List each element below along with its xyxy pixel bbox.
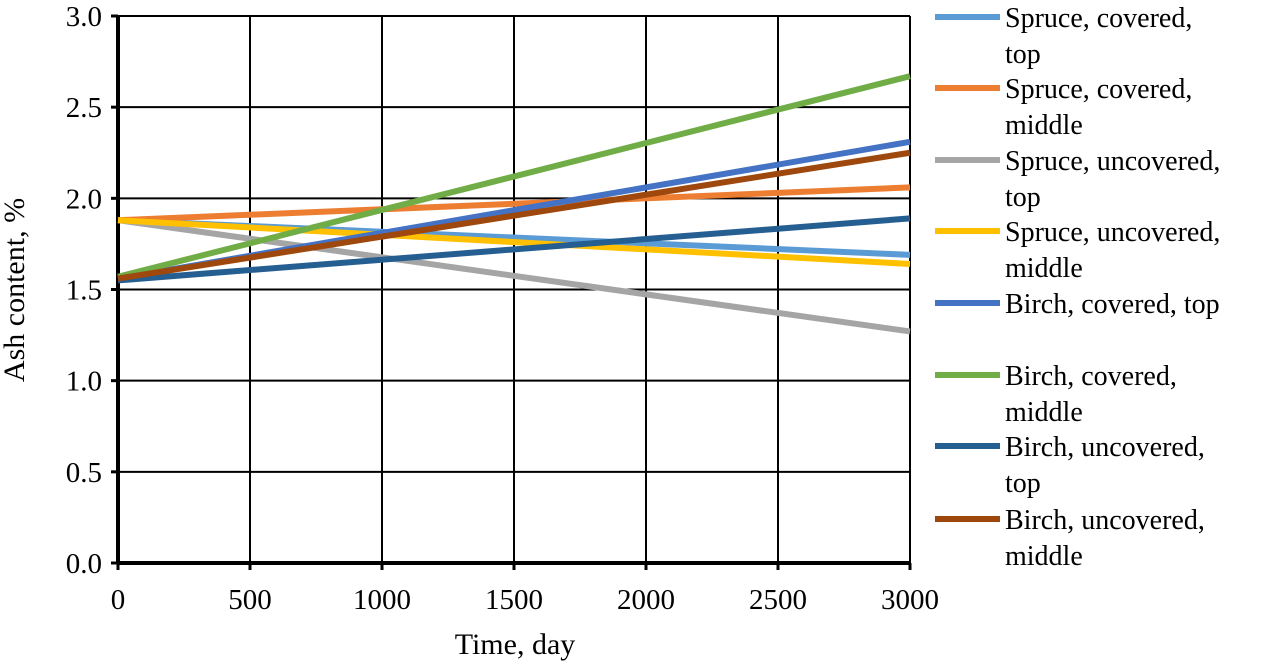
x-tick-label: 1500 [485,584,543,616]
series-line-birch-covered-middle [117,73,911,280]
legend-label: Birch, uncovered, [1005,432,1205,463]
legend-label: Spruce, covered, [1005,74,1192,105]
legend-label: Spruce, covered, [1005,3,1192,34]
y-axis-title: Ash content, % [0,198,31,382]
y-tick-label: 2.5 [66,92,102,124]
legend-item: Spruce, covered, top [935,3,1192,70]
x-tick-label: 2500 [749,584,807,616]
y-tick-label: 2.0 [66,183,102,215]
x-axis-title: Time, day [455,628,576,661]
x-tick-label: 1000 [353,584,411,616]
x-tick-label: 2000 [617,584,675,616]
series-line-spruce-uncovered-middle [117,217,911,267]
legend-label: top [1005,39,1041,70]
legend-item: Spruce, uncovered, middle [935,217,1220,284]
legend-label: middle [1005,253,1083,284]
x-tick-label: 3000 [881,584,939,616]
legend-item: Birch, covered, top [935,289,1220,320]
legend-item: Birch, uncovered, top [935,432,1205,499]
legend-label: Birch, uncovered, [1005,505,1205,536]
legend-item: Birch, uncovered, middle [935,505,1205,572]
series-line-birch-uncovered-top [117,215,911,284]
tick-labels: 0.0 0.5 1.0 1.5 2.0 2.5 3.0 0 500 1000 1500 2000 250… [66,1,939,616]
y-tick-label: 1.5 [66,275,102,307]
legend: Spruce, covered, top Spruce, covered, middl… [935,3,1220,572]
legend-item: Spruce, uncovered, top [935,146,1220,213]
legend-label: Spruce, uncovered, [1005,217,1220,248]
y-tick-label: 3.0 [66,1,102,33]
series-line-spruce-covered-middle [117,184,911,224]
grid [118,15,911,563]
x-tick-label: 500 [228,584,272,616]
series-line-spruce-uncovered-top [117,217,911,335]
y-tick-label: 1.0 [66,366,102,398]
legend-label: Birch, covered, top [1005,289,1220,320]
x-tick-label: 0 [111,584,126,616]
legend-label: middle [1005,397,1083,428]
y-tick-label: 0.0 [66,548,102,580]
legend-label: top [1005,468,1041,499]
axes [111,14,912,570]
series-line-birch-uncovered-middle [117,149,911,282]
legend-label: Birch, covered, [1005,361,1177,392]
legend-label: top [1005,182,1041,213]
legend-item: Spruce, covered, middle [935,74,1192,141]
legend-label: middle [1005,110,1083,141]
series-lines [117,73,911,335]
y-tick-label: 0.5 [66,457,102,489]
legend-label: middle [1005,541,1083,572]
legend-label: Spruce, uncovered, [1005,146,1220,177]
legend-item: Birch, covered, middle [935,361,1177,428]
